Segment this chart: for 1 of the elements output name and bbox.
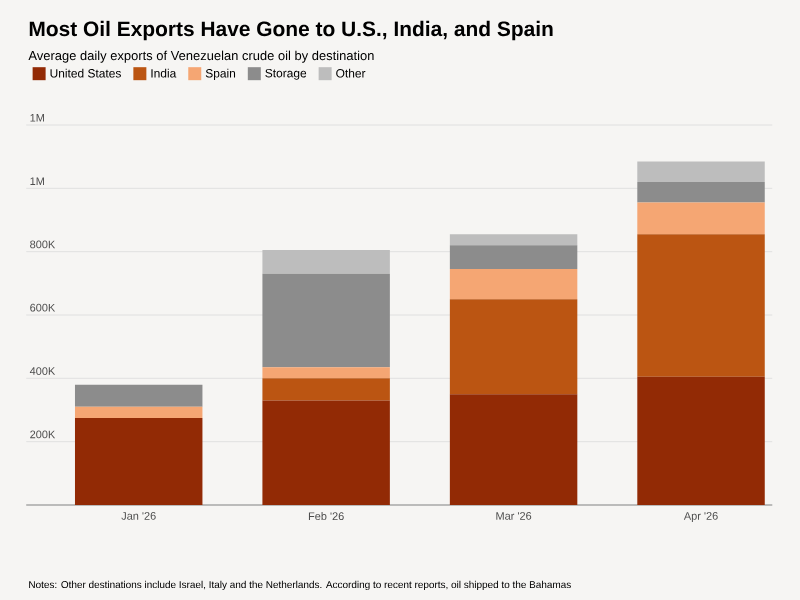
chart-title: Most Oil Exports Have Gone to U.S., India, and Spain [29, 20, 553, 41]
